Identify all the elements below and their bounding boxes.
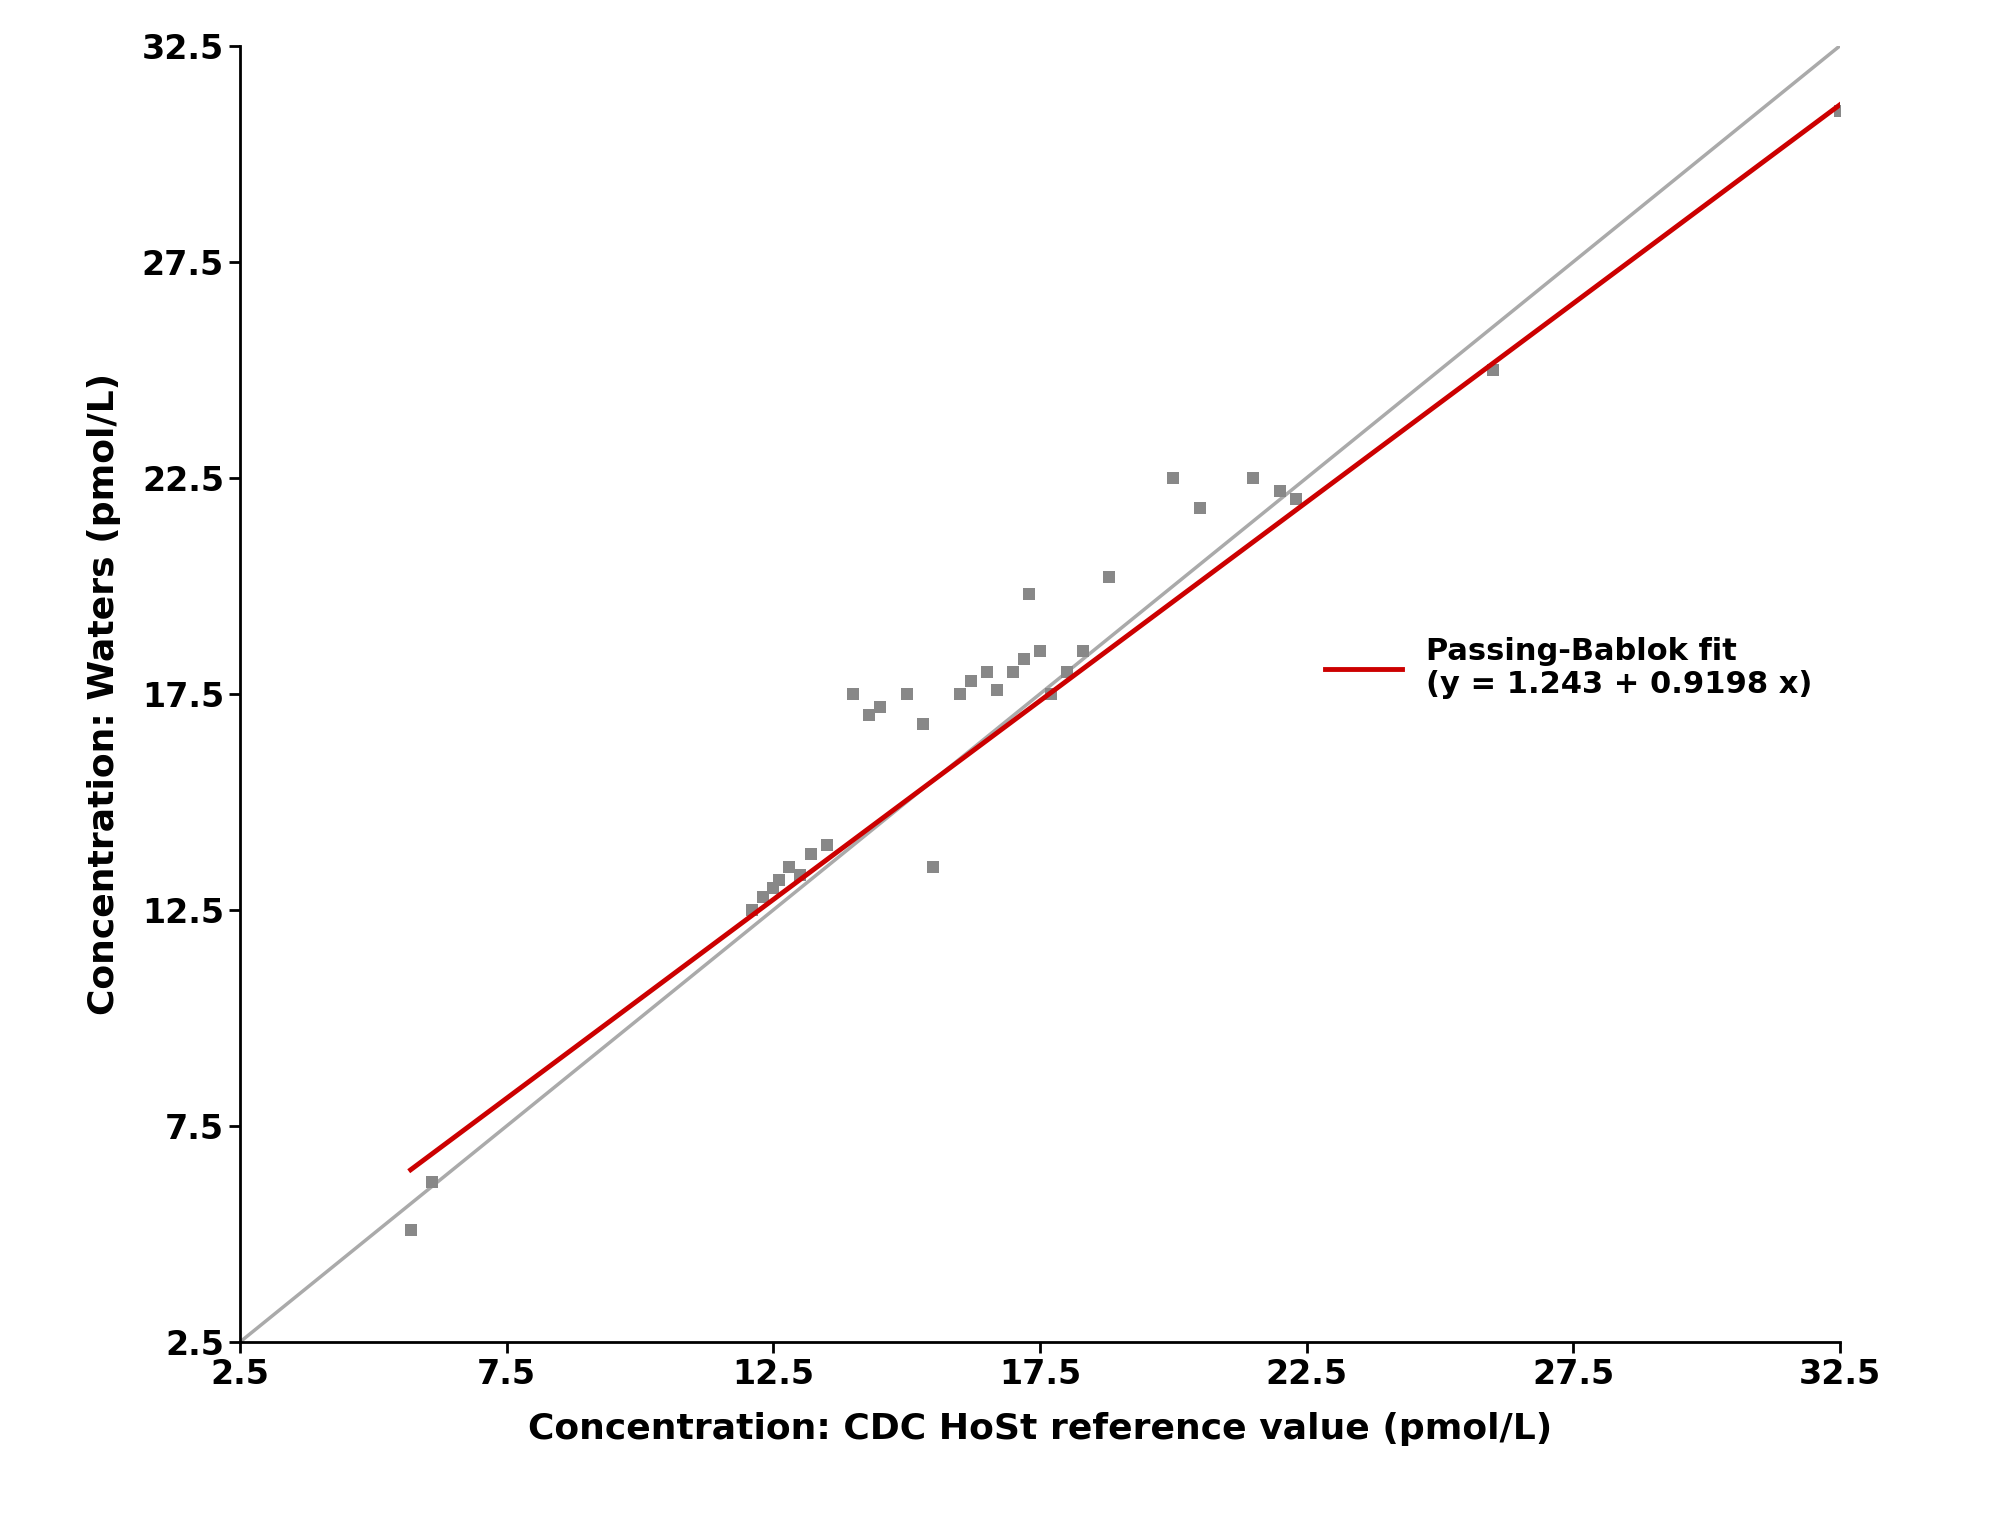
Point <box>864 695 896 720</box>
Point <box>416 1170 448 1194</box>
Point <box>1238 465 1270 490</box>
Y-axis label: Concentration: Waters (pmol/L): Concentration: Waters (pmol/L) <box>86 372 120 1016</box>
Point <box>890 682 922 706</box>
Point <box>1478 357 1510 381</box>
Point <box>1066 639 1098 663</box>
Point <box>1014 583 1046 607</box>
Point <box>854 703 886 727</box>
Point <box>982 677 1014 702</box>
Point <box>1264 479 1296 503</box>
Point <box>394 1217 426 1241</box>
Point <box>758 875 790 900</box>
Point <box>954 668 986 692</box>
Point <box>774 854 806 878</box>
Point <box>1280 488 1312 512</box>
Point <box>1008 647 1040 671</box>
Point <box>944 682 976 706</box>
Legend: Passing-Bablok fit
(y = 1.243 + 0.9198 x): Passing-Bablok fit (y = 1.243 + 0.9198 x… <box>1314 624 1824 712</box>
Point <box>1034 682 1066 706</box>
Point <box>1158 465 1190 490</box>
Point <box>998 660 1030 685</box>
Point <box>736 898 768 923</box>
Point <box>1824 98 1856 122</box>
Point <box>838 682 870 706</box>
Point <box>1024 639 1056 663</box>
Point <box>784 863 816 888</box>
Point <box>762 868 794 892</box>
Point <box>1094 564 1126 589</box>
Point <box>746 884 778 909</box>
X-axis label: Concentration: CDC HoSt reference value (pmol/L): Concentration: CDC HoSt reference value … <box>528 1412 1552 1446</box>
Point <box>1050 660 1082 685</box>
Point <box>970 660 1002 685</box>
Point <box>810 833 842 857</box>
Point <box>794 842 826 866</box>
Point <box>906 712 938 737</box>
Point <box>918 854 950 878</box>
Point <box>1184 496 1216 520</box>
